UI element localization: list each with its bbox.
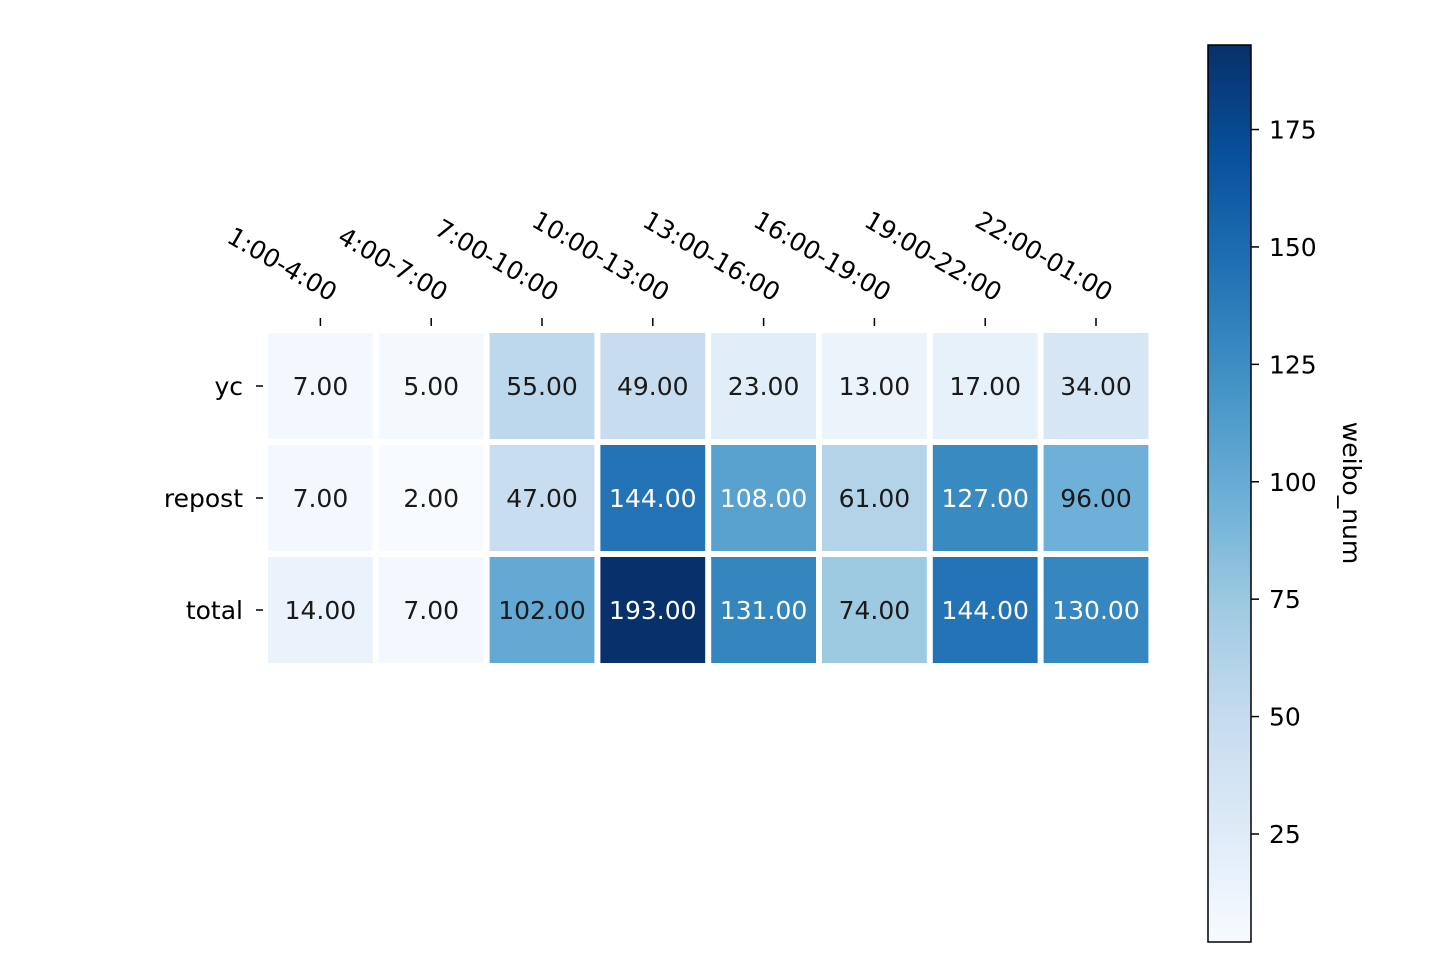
x-tick-label: 1:00-4:00 — [222, 221, 342, 307]
cell-value-label: 7.00 — [403, 596, 459, 625]
heatmap-cell — [1043, 445, 1149, 551]
colorbar-tick-label: 75 — [1269, 585, 1301, 614]
cell-value-label: 7.00 — [293, 484, 349, 513]
colorbar-tick-label: 25 — [1269, 820, 1301, 849]
cell-value-label: 144.00 — [609, 484, 696, 513]
heatmap-cell — [711, 333, 816, 439]
colorbar-tick-label: 100 — [1269, 468, 1317, 497]
cell-value-label: 96.00 — [1060, 484, 1132, 513]
cell-value-label: 13.00 — [839, 372, 911, 401]
cell-value-label: 193.00 — [609, 596, 696, 625]
cell-value-label: 131.00 — [720, 596, 807, 625]
y-tick-label: yc — [214, 372, 243, 401]
cell-value-label: 2.00 — [403, 484, 459, 513]
cell-value-label: 17.00 — [949, 372, 1021, 401]
cell-value-label: 127.00 — [941, 484, 1028, 513]
cell-value-label: 7.00 — [293, 372, 349, 401]
heatmap-cell — [932, 557, 1038, 663]
heatmap-cell — [822, 445, 927, 551]
y-axis-ticks: yc repost total — [164, 372, 263, 625]
heatmap-cell — [600, 557, 706, 663]
cell-value-label: 55.00 — [506, 372, 578, 401]
cell-value-label: 102.00 — [498, 596, 585, 625]
heatmap-cell — [711, 445, 816, 551]
colorbar-tick-label: 175 — [1269, 116, 1317, 145]
heatmap-cell — [268, 445, 373, 551]
cell-value-label: 23.00 — [728, 372, 800, 401]
y-tick-label: repost — [164, 484, 243, 513]
colorbar-tick-label: 125 — [1269, 350, 1317, 379]
heatmap-cell — [1043, 557, 1149, 663]
cell-value-label: 49.00 — [617, 372, 689, 401]
y-tick-label: total — [186, 596, 243, 625]
heatmap-cell — [600, 445, 706, 551]
colorbar-tick-label: 50 — [1269, 703, 1301, 732]
colorbar-gradient — [1207, 44, 1252, 943]
heatmap-cell — [822, 333, 927, 439]
cell-value-label: 130.00 — [1052, 596, 1139, 625]
heatmap-cell — [932, 445, 1038, 551]
x-axis-ticks: 1:00-4:004:00-7:007:00-10:0010:00-13:001… — [222, 206, 1118, 326]
heatmap-cell — [268, 333, 373, 439]
cell-value-label: 74.00 — [839, 596, 911, 625]
cell-value-label: 61.00 — [839, 484, 911, 513]
heatmap-cell — [489, 333, 595, 439]
cell-value-label: 144.00 — [941, 596, 1028, 625]
heatmap-cell — [489, 557, 595, 663]
colorbar: 25 50 75 100 125 150 175 weibo_num — [1207, 44, 1366, 943]
heatmap-cells: 7.00 5.00 55.00 49.00 23.00 13.00 17.00 34.00 7.… — [268, 333, 1149, 663]
heatmap-cell — [822, 557, 927, 663]
heatmap-cell — [600, 333, 706, 439]
cell-value-label: 108.00 — [720, 484, 807, 513]
colorbar-ticks: 25 50 75 100 125 150 175 — [1251, 116, 1317, 849]
heatmap-cell — [489, 445, 595, 551]
heatmap-cell — [711, 557, 816, 663]
cell-value-label: 14.00 — [285, 596, 357, 625]
heatmap-cell — [378, 445, 484, 551]
colorbar-label: weibo_num — [1337, 422, 1366, 564]
heatmap-cell — [378, 333, 484, 439]
heatmap-cell — [378, 557, 484, 663]
heatmap-cell — [268, 557, 373, 663]
heatmap-cell — [932, 333, 1038, 439]
cell-value-label: 47.00 — [506, 484, 578, 513]
cell-value-label: 5.00 — [403, 372, 459, 401]
colorbar-tick-label: 150 — [1269, 233, 1317, 262]
heatmap-cell — [1043, 333, 1149, 439]
cell-value-label: 34.00 — [1060, 372, 1132, 401]
